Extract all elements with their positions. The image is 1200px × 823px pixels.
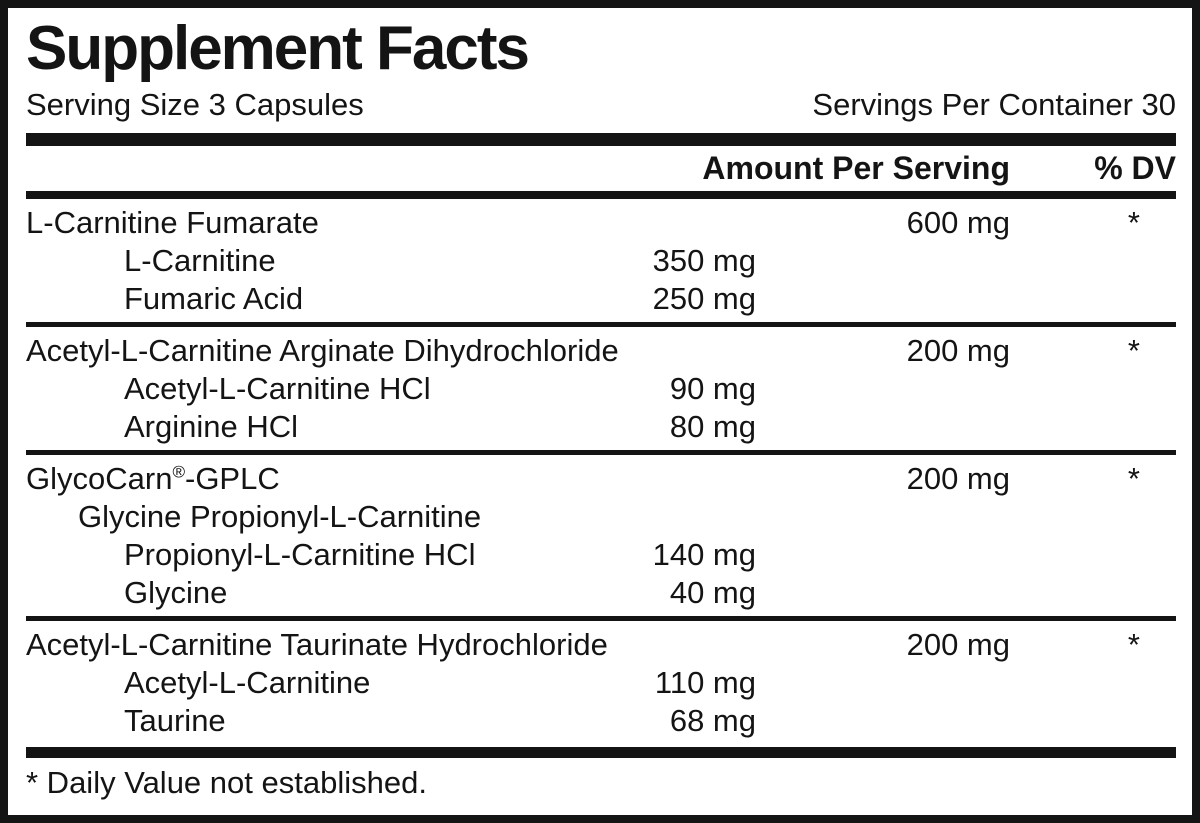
servings-per-container-text: Servings Per Container 30 (812, 87, 1176, 122)
ingredient-row: Acetyl-L-Carnitine Taurinate Hydrochlori… (26, 626, 1176, 664)
column-header-row: Amount Per Serving % DV (26, 146, 1176, 191)
brand-name: GlycoCarn (26, 461, 173, 496)
ingredient-section: GlycoCarn®-GPLC 200 mg * Glycine Propion… (26, 455, 1176, 616)
panel-title: Supplement Facts (26, 14, 530, 83)
sub-ingredient-row: Arginine HCl 80 mg (26, 408, 1176, 446)
ingredient-amount: 200 mg (906, 461, 1010, 496)
ingredient-amount: 200 mg (906, 333, 1010, 368)
ingredient-amount: 200 mg (906, 627, 1010, 662)
ingredient-dv: * (1127, 627, 1140, 662)
sub-ingredient-name: Acetyl-L-Carnitine (124, 665, 371, 700)
ingredient-subtitle-row: Glycine Propionyl-L-Carnitine (26, 498, 1176, 536)
sub-ingredient-row: L-Carnitine 350 mg (26, 242, 1176, 280)
sub-ingredient-name: Fumaric Acid (124, 281, 304, 316)
sub-ingredient-row: Propionyl-L-Carnitine HCl 140 mg (26, 536, 1176, 574)
ingredient-section: Acetyl-L-Carnitine Taurinate Hydrochlori… (26, 621, 1176, 744)
sub-ingredient-name: Glycine (124, 575, 228, 610)
sub-ingredient-amount: 250 mg (652, 281, 756, 316)
sub-ingredient-name: Arginine HCl (124, 409, 299, 444)
sub-ingredient-amount: 40 mg (669, 575, 756, 610)
sub-ingredient-name: L-Carnitine (124, 243, 276, 278)
sub-ingredient-name: Acetyl-L-Carnitine HCl (124, 371, 431, 406)
sub-ingredient-row: Acetyl-L-Carnitine HCl 90 mg (26, 370, 1176, 408)
sub-ingredient-amount: 90 mg (669, 371, 756, 406)
sub-ingredient-name: Propionyl-L-Carnitine HCl (124, 537, 476, 572)
registered-trademark-symbol: ® (172, 462, 185, 482)
ingredient-dv: * (1127, 205, 1140, 240)
ingredient-name: GlycoCarn®-GPLC (26, 460, 280, 498)
ingredient-section: L-Carnitine Fumarate 600 mg * L-Carnitin… (26, 199, 1176, 322)
ingredient-row: Acetyl-L-Carnitine Arginate Dihydrochlor… (26, 332, 1176, 370)
section-divider (26, 450, 1176, 455)
ingredient-amount: 600 mg (906, 205, 1010, 240)
sub-ingredient-amount: 68 mg (669, 703, 756, 738)
thick-divider-bottom (26, 747, 1176, 758)
sub-ingredient-row: Fumaric Acid 250 mg (26, 280, 1176, 318)
ingredient-row: L-Carnitine Fumarate 600 mg * (26, 204, 1176, 242)
header-divider (26, 191, 1176, 199)
serving-info-row: Serving Size 3 Capsules Servings Per Con… (26, 85, 1176, 125)
sub-ingredient-amount: 350 mg (652, 243, 756, 278)
ingredient-dv: * (1127, 461, 1140, 496)
amount-per-serving-header: Amount Per Serving (702, 150, 1010, 186)
ingredient-row: GlycoCarn®-GPLC 200 mg * (26, 460, 1176, 498)
thick-divider-top (26, 133, 1176, 146)
brand-name-suffix: -GPLC (185, 461, 280, 496)
sub-ingredient-name: Taurine (124, 703, 226, 738)
sub-ingredient-row: Taurine 68 mg (26, 702, 1176, 740)
ingredient-name: L-Carnitine Fumarate (26, 205, 319, 240)
ingredient-name: Acetyl-L-Carnitine Taurinate Hydrochlori… (26, 627, 608, 662)
sub-ingredient-amount: 80 mg (669, 409, 756, 444)
ingredient-dv: * (1127, 333, 1140, 368)
ingredient-subtitle: Glycine Propionyl-L-Carnitine (78, 499, 482, 534)
sub-ingredient-amount: 140 mg (652, 537, 756, 572)
ingredient-section: Acetyl-L-Carnitine Arginate Dihydrochlor… (26, 327, 1176, 450)
sub-ingredient-amount: 110 mg (654, 665, 756, 700)
sub-ingredient-row: Glycine 40 mg (26, 574, 1176, 612)
daily-value-footnote: * Daily Value not established. (26, 765, 427, 800)
serving-size-text: Serving Size 3 Capsules (26, 87, 364, 122)
ingredient-name: Acetyl-L-Carnitine Arginate Dihydrochlor… (26, 333, 619, 368)
percent-dv-header: % DV (1094, 150, 1176, 186)
section-divider (26, 322, 1176, 327)
section-divider (26, 616, 1176, 621)
sub-ingredient-row: Acetyl-L-Carnitine 110 mg (26, 664, 1176, 702)
